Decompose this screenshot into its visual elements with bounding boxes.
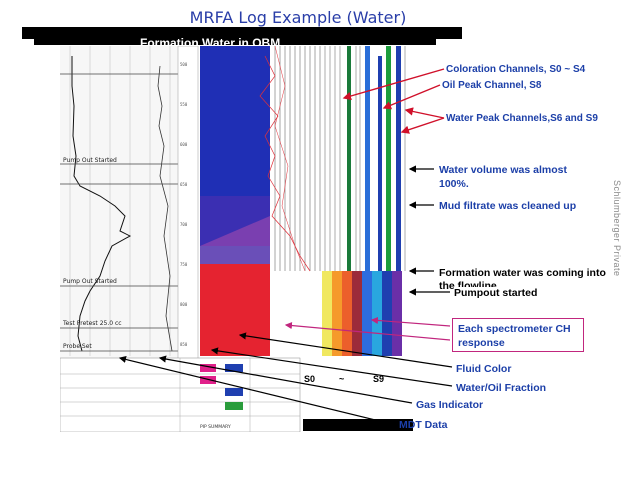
annotation-water-oil: Water/Oil Fraction: [456, 382, 547, 394]
annotation-water-peak: Water Peak Channels,S6 and S9: [446, 113, 598, 124]
svg-text:650: 650: [180, 182, 188, 187]
annotation-pumpout: Pumpout started: [454, 287, 538, 300]
arrow-spectrometer-1: [370, 316, 451, 327]
arrow-water-peak-2: [404, 107, 445, 119]
annotation-mdt: MDT Data: [399, 419, 448, 431]
annotation-gas: Gas Indicator: [416, 399, 484, 411]
log-event-label-1: Pump Out Started: [63, 157, 117, 164]
arrow-oil-peak: [382, 84, 441, 110]
svg-text:700: 700: [180, 222, 188, 227]
banner-bar: [22, 27, 462, 39]
banner-bar-lower: [34, 39, 436, 45]
svg-text:600: 600: [180, 142, 188, 147]
annotation-spectrometer: Each spectrometer CH response: [452, 318, 584, 352]
arrow-gas: [158, 355, 413, 404]
log-footer-label: PIP SUMMARY: [200, 424, 231, 430]
channel-label-s0: S0: [304, 374, 316, 384]
arrow-coloration: [342, 68, 445, 101]
annotation-oil-peak: Oil Peak Channel, S8: [442, 80, 542, 91]
channel-label-tilde: ~: [339, 374, 345, 384]
log-event-label-2: Pump Out Started: [63, 278, 117, 285]
arrow-mdt: [118, 355, 397, 426]
arrow-fluid-color: [238, 332, 453, 368]
log-event-label-4: Probe Set: [63, 343, 92, 350]
confidentiality-label: Schlumberger Private: [612, 180, 622, 277]
svg-text:850: 850: [180, 342, 188, 347]
channel-label-s9: S9: [373, 374, 385, 384]
page-title: MRFA Log Example (Water): [189, 8, 407, 27]
svg-text:800: 800: [180, 302, 188, 307]
log-event-label-3: Test Pretest 25.0 cc: [62, 320, 122, 327]
svg-text:750: 750: [180, 262, 188, 267]
annotation-water-volume: Water volume was almost 100%.: [439, 164, 567, 190]
arrow-water-peak-1: [400, 117, 445, 134]
annotation-fluid-color: Fluid Color: [456, 363, 512, 375]
annotation-coloration: Coloration Channels, S0 ~ S4: [446, 64, 586, 75]
svg-text:550: 550: [180, 102, 188, 107]
arrow-spectrometer-2: [284, 321, 451, 341]
svg-text:500: 500: [180, 62, 188, 67]
arrow-water-oil: [210, 347, 453, 387]
annotation-mud-filtrate: Mud filtrate was cleaned up: [439, 200, 577, 212]
